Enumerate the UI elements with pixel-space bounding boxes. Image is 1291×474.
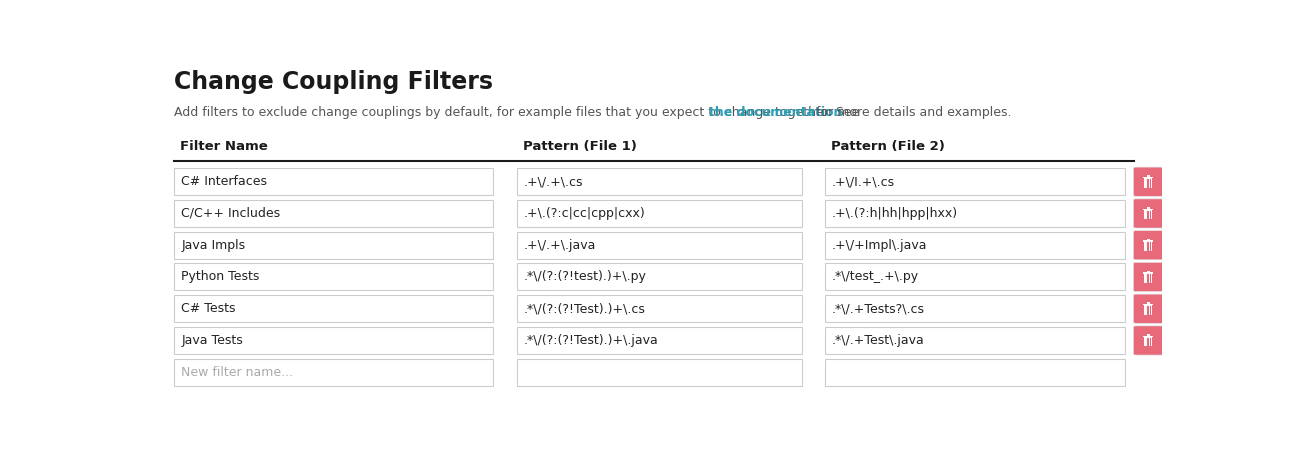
FancyBboxPatch shape — [1133, 326, 1163, 355]
FancyBboxPatch shape — [825, 359, 1124, 386]
FancyBboxPatch shape — [1133, 167, 1163, 196]
FancyBboxPatch shape — [1146, 271, 1150, 272]
FancyBboxPatch shape — [516, 359, 802, 386]
Text: Pattern (File 2): Pattern (File 2) — [830, 140, 945, 153]
Text: Pattern (File 1): Pattern (File 1) — [523, 140, 636, 153]
FancyBboxPatch shape — [1146, 302, 1150, 304]
Text: for more details and examples.: for more details and examples. — [812, 106, 1011, 119]
Text: .+\/+Impl\.java: .+\/+Impl\.java — [831, 239, 927, 252]
FancyBboxPatch shape — [516, 232, 802, 259]
Text: the documentation: the documentation — [709, 106, 842, 119]
FancyBboxPatch shape — [825, 168, 1124, 195]
FancyBboxPatch shape — [825, 232, 1124, 259]
Text: Python Tests: Python Tests — [181, 271, 259, 283]
Text: C# Tests: C# Tests — [181, 302, 236, 315]
FancyBboxPatch shape — [1133, 199, 1163, 228]
FancyBboxPatch shape — [1146, 334, 1150, 336]
FancyBboxPatch shape — [1144, 273, 1153, 283]
FancyBboxPatch shape — [174, 264, 493, 291]
FancyBboxPatch shape — [1133, 231, 1163, 260]
FancyBboxPatch shape — [825, 295, 1124, 322]
FancyBboxPatch shape — [825, 200, 1124, 227]
FancyBboxPatch shape — [1144, 178, 1153, 188]
FancyBboxPatch shape — [174, 295, 493, 322]
FancyBboxPatch shape — [1144, 304, 1153, 305]
FancyBboxPatch shape — [1144, 336, 1153, 337]
FancyBboxPatch shape — [174, 168, 493, 195]
Text: .*\/.+Tests?\.cs: .*\/.+Tests?\.cs — [831, 302, 924, 315]
Text: Filter Name: Filter Name — [181, 140, 269, 153]
FancyBboxPatch shape — [1144, 337, 1153, 346]
FancyBboxPatch shape — [1144, 210, 1153, 219]
Text: Java Impls: Java Impls — [181, 239, 245, 252]
FancyBboxPatch shape — [1146, 175, 1150, 177]
FancyBboxPatch shape — [174, 232, 493, 259]
Text: .+\.(?:h|hh|hpp|hxx): .+\.(?:h|hh|hpp|hxx) — [831, 207, 958, 220]
FancyBboxPatch shape — [825, 327, 1124, 354]
FancyBboxPatch shape — [1144, 209, 1153, 210]
Text: .*\/(?:(?!test).)+\.py: .*\/(?:(?!test).)+\.py — [524, 271, 647, 283]
Text: .*\/test_.+\.py: .*\/test_.+\.py — [831, 271, 919, 283]
FancyBboxPatch shape — [516, 264, 802, 291]
FancyBboxPatch shape — [1144, 240, 1153, 242]
FancyBboxPatch shape — [1146, 207, 1150, 209]
Text: C/C++ Includes: C/C++ Includes — [181, 207, 280, 220]
Text: .*\/(?:(?!Test).)+\.java: .*\/(?:(?!Test).)+\.java — [524, 334, 658, 347]
FancyBboxPatch shape — [174, 200, 493, 227]
Text: Add filters to exclude change couplings by default, for example files that you e: Add filters to exclude change couplings … — [174, 106, 864, 119]
FancyBboxPatch shape — [1146, 239, 1150, 240]
FancyBboxPatch shape — [516, 327, 802, 354]
Text: New filter name...: New filter name... — [181, 366, 293, 379]
Text: Change Coupling Filters: Change Coupling Filters — [174, 70, 493, 94]
Text: .+\/.+\.cs: .+\/.+\.cs — [524, 175, 584, 188]
FancyBboxPatch shape — [1144, 305, 1153, 315]
Text: .+\.(?:c|cc|cpp|cxx): .+\.(?:c|cc|cpp|cxx) — [524, 207, 646, 220]
Text: Java Tests: Java Tests — [181, 334, 243, 347]
FancyBboxPatch shape — [1133, 294, 1163, 323]
FancyBboxPatch shape — [516, 295, 802, 322]
Text: .+\/.+\.java: .+\/.+\.java — [524, 239, 596, 252]
FancyBboxPatch shape — [1144, 242, 1153, 251]
FancyBboxPatch shape — [1144, 272, 1153, 273]
FancyBboxPatch shape — [516, 168, 802, 195]
FancyBboxPatch shape — [516, 200, 802, 227]
FancyBboxPatch shape — [1144, 177, 1153, 178]
FancyBboxPatch shape — [174, 359, 493, 386]
Text: C# Interfaces: C# Interfaces — [181, 175, 267, 188]
Text: .*\/.+Test\.java: .*\/.+Test\.java — [831, 334, 924, 347]
FancyBboxPatch shape — [1133, 263, 1163, 292]
FancyBboxPatch shape — [825, 264, 1124, 291]
Text: .*\/(?:(?!Test).)+\.cs: .*\/(?:(?!Test).)+\.cs — [524, 302, 646, 315]
Text: .+\/I.+\.cs: .+\/I.+\.cs — [831, 175, 895, 188]
FancyBboxPatch shape — [174, 327, 493, 354]
